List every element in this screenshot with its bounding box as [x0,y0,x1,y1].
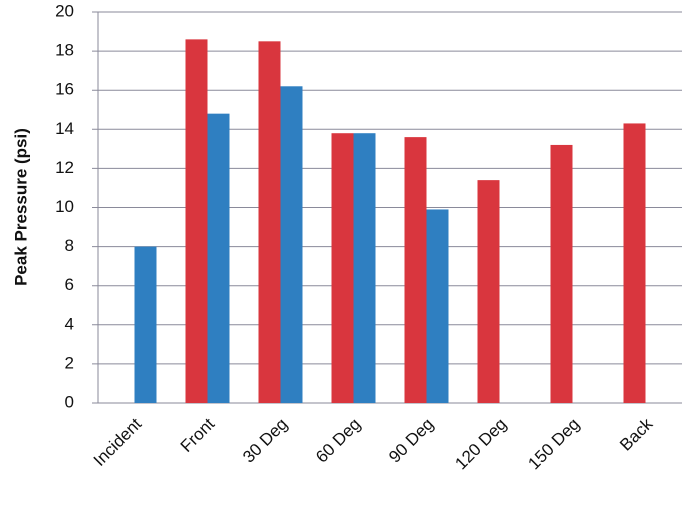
y-tick-label: 8 [65,236,74,255]
y-tick-label: 4 [65,314,74,333]
y-tick-label: 0 [65,392,74,411]
x-tick-label: 30 Deg [239,414,291,466]
bar [134,246,157,403]
bar [331,133,354,403]
x-tick-label: Back [616,414,657,455]
y-tick-label: 20 [55,1,74,20]
y-tick-label: 10 [55,197,74,216]
bar [404,137,427,403]
bar [258,41,281,403]
bar [185,39,208,404]
y-axis-label: Peak Pressure (psi) [11,128,30,286]
y-tick-label: 6 [65,275,74,294]
x-tick-label: Front [177,414,219,456]
x-tick-label: 90 Deg [385,414,437,466]
bar [280,86,303,403]
bar [477,180,500,403]
x-tick-label: 120 Deg [451,414,510,473]
x-tick-label: 60 Deg [312,414,364,466]
y-tick-label: 18 [55,41,74,60]
y-tick-label: 12 [55,158,74,177]
bar [207,113,230,403]
y-tick-label: 2 [65,353,74,372]
bar [623,123,646,403]
y-tick-label: 16 [55,80,74,99]
bar [353,133,376,403]
x-tick-label: 150 Deg [524,414,583,473]
y-tick-label: 14 [55,119,74,138]
x-tick-label: Incident [90,414,146,470]
bar [550,144,573,403]
bar [426,209,449,403]
